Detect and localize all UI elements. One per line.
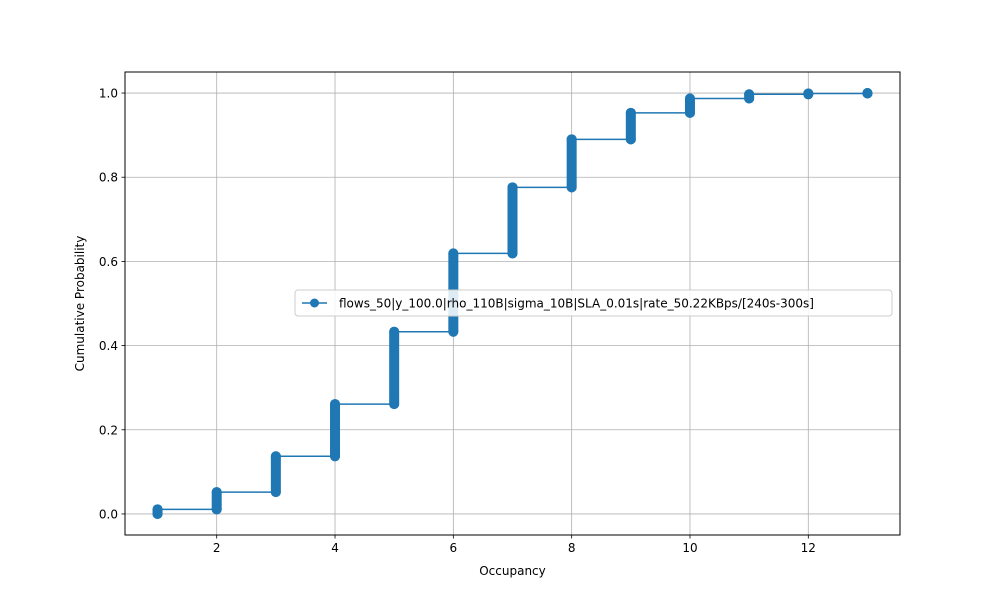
- data-point: [448, 248, 459, 259]
- data-point-column: [211, 487, 222, 515]
- data-point: [684, 107, 695, 118]
- data-point-column: [152, 504, 163, 519]
- grid-lines: [125, 72, 900, 535]
- x-tick-label: 8: [568, 541, 576, 555]
- data-point: [152, 504, 163, 515]
- data-point: [507, 182, 518, 193]
- data-point: [211, 487, 222, 498]
- y-axis-label: Cumulative Probability: [73, 236, 87, 372]
- data-point: [803, 88, 814, 99]
- legend: flows_50|y_100.0|rho_110B|sigma_10B|SLA_…: [294, 289, 893, 317]
- data-point-column: [803, 88, 814, 100]
- data-point: [330, 451, 341, 462]
- y-tick-label: 0.4: [99, 339, 118, 353]
- data-point-column: [744, 89, 755, 104]
- data-point: [270, 451, 281, 462]
- plot-frame: [124, 71, 901, 536]
- data-point: [566, 182, 577, 193]
- x-tick-label: 12: [801, 541, 816, 555]
- data-point: [389, 399, 400, 410]
- legend-box: [294, 289, 893, 317]
- y-tick-label: 1.0: [99, 87, 118, 101]
- x-tick-label: 4: [331, 541, 339, 555]
- data-point: [684, 93, 695, 104]
- data-point: [211, 504, 222, 515]
- x-axis-label: Occupancy: [479, 564, 546, 578]
- data-point: [625, 134, 636, 145]
- data-point: [448, 326, 459, 337]
- y-tick-label: 0.0: [99, 507, 118, 521]
- data-point: [625, 107, 636, 118]
- data-point-column: [566, 134, 577, 193]
- y-tick-label: 0.8: [99, 171, 118, 185]
- data-point-column: [625, 107, 636, 145]
- x-tick-label: 10: [682, 541, 697, 555]
- legend-entry-label: flows_50|y_100.0|rho_110B|sigma_10B|SLA_…: [339, 297, 814, 311]
- data-point-column: [684, 93, 695, 118]
- y-tick-label: 0.2: [99, 423, 118, 437]
- data-point-column: [389, 326, 400, 410]
- x-tick-label: 2: [213, 541, 221, 555]
- data-point: [744, 89, 755, 100]
- axis-ticks: 2 4 6 8 10 12 0.0 0.2 0.4 0.6 0.8 1.0: [99, 87, 816, 555]
- data-point: [862, 88, 873, 99]
- data-point: [566, 134, 577, 145]
- data-point: [507, 248, 518, 259]
- data-point-column: [862, 88, 873, 99]
- legend-marker-swatch: [310, 298, 319, 308]
- x-tick-label: 6: [450, 541, 458, 555]
- data-point: [389, 326, 400, 337]
- data-point-column: [270, 451, 281, 498]
- data-point: [270, 487, 281, 498]
- y-tick-label: 0.6: [99, 255, 118, 269]
- data-point-column: [330, 399, 341, 462]
- data-point-column: [507, 182, 518, 259]
- data-point: [330, 399, 341, 410]
